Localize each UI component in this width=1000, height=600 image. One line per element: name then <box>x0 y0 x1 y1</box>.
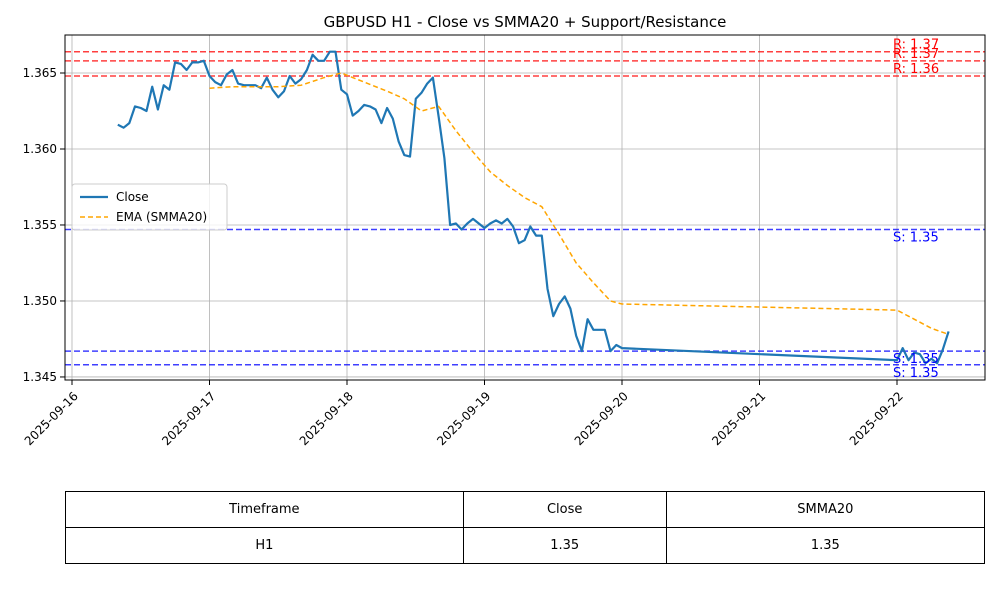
resistance-level-label: R: 1.36 <box>893 62 939 77</box>
support-level-label: S: 1.35 <box>893 366 939 381</box>
legend: Close EMA (SMMA20) <box>71 183 228 231</box>
table-cell: 1.35 <box>665 527 986 564</box>
level-labels: R: 1.37R: 1.37R: 1.36S: 1.35S: 1.35S: 1.… <box>893 38 939 381</box>
series-lines <box>117 50 950 365</box>
support-level-label: S: 1.35 <box>893 352 939 367</box>
x-tick-label: 2025-09-18 <box>297 389 356 448</box>
legend-ema-label: EMA (SMMA20) <box>116 210 207 224</box>
summary-table: Timeframe Close SMMA20 H1 1.35 1.35 <box>65 491 986 564</box>
x-tick-label: 2025-09-19 <box>434 389 493 448</box>
level-lines <box>65 50 985 366</box>
y-tick-label: 1.345 <box>23 370 57 384</box>
chart-title: GBPUSD H1 - Close vs SMMA20 + Support/Re… <box>324 13 727 31</box>
table-row: H1 1.35 1.35 <box>65 527 986 564</box>
resistance-level-label: R: 1.37 <box>893 38 939 53</box>
x-tick-label: 2025-09-16 <box>22 389 81 448</box>
table-cell: 1.35 <box>462 527 667 564</box>
y-tick-label: 1.350 <box>23 294 57 308</box>
table-header-cell: Close <box>462 491 667 528</box>
close-series-line <box>117 50 950 365</box>
table-header-row: Timeframe Close SMMA20 <box>65 491 986 528</box>
support-level-label: S: 1.35 <box>893 231 939 246</box>
x-tick-label: 2025-09-20 <box>572 389 631 448</box>
table-header-cell: SMMA20 <box>665 491 986 528</box>
x-axis-ticks: 2025-09-16 2025-09-17 2025-09-18 2025-09-19… <box>22 380 906 448</box>
x-tick-label: 2025-09-22 <box>847 389 906 448</box>
ema-series-line <box>209 72 949 336</box>
table-header-cell: Timeframe <box>65 491 464 528</box>
x-tick-label: 2025-09-21 <box>709 389 768 448</box>
x-tick-label: 2025-09-17 <box>159 389 218 448</box>
table-cell: H1 <box>65 527 464 564</box>
plot-frame <box>64 34 986 381</box>
legend-close-label: Close <box>116 190 149 204</box>
y-tick-label: 1.365 <box>23 66 57 80</box>
y-axis-ticks: 1.345 1.350 1.355 1.360 1.365 <box>23 66 65 384</box>
legend-box <box>71 183 228 231</box>
chart-canvas: GBPUSD H1 - Close vs SMMA20 + Support/Re… <box>22 13 986 448</box>
y-tick-label: 1.355 <box>23 218 57 232</box>
grid-lines <box>65 35 985 380</box>
resistance-level-label: R: 1.37 <box>893 47 939 62</box>
y-tick-label: 1.360 <box>23 142 57 156</box>
